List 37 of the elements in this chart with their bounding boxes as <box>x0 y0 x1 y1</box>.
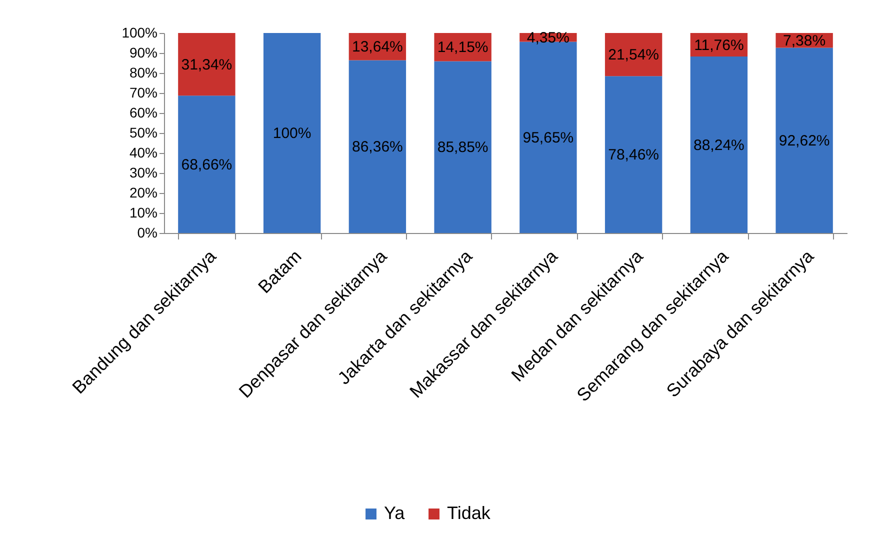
bar <box>434 61 492 233</box>
data-label: 88,24% <box>694 136 744 154</box>
y-tick-label: 30% <box>129 164 158 180</box>
data-label: 7,38% <box>783 32 826 50</box>
data-label: 14,15% <box>437 39 488 56</box>
y-tick-label: 80% <box>129 64 158 80</box>
bar <box>348 60 406 233</box>
data-label: 95,65% <box>522 129 574 146</box>
bar <box>604 76 662 233</box>
y-tick-label: 100% <box>122 24 158 40</box>
legend-label: Tidak <box>447 503 492 523</box>
y-tick-label: 40% <box>129 144 158 160</box>
data-label: 85,85% <box>437 139 488 156</box>
data-label: 68,66% <box>181 156 232 174</box>
y-tick-label: 50% <box>129 124 158 140</box>
data-label: 13,64% <box>352 38 403 56</box>
data-label: 4,35% <box>526 29 570 46</box>
bar <box>178 33 236 96</box>
y-tick-label: 60% <box>129 104 158 120</box>
y-tick-label: 90% <box>129 44 158 60</box>
data-label: 11,76% <box>694 36 744 54</box>
y-tick-label: 0% <box>137 224 158 240</box>
bar <box>178 96 236 233</box>
data-label: 100% <box>272 125 312 142</box>
bar <box>690 56 748 233</box>
data-label: 92,62% <box>778 132 830 150</box>
data-label: 78,46% <box>608 146 659 164</box>
y-tick-label: 70% <box>129 84 158 100</box>
bar <box>263 33 321 233</box>
y-tick-label: 10% <box>129 204 158 220</box>
data-label: 21,54% <box>608 46 659 64</box>
data-label: 86,36% <box>352 138 403 156</box>
bar <box>604 33 662 76</box>
legend-label: Ya <box>384 503 406 523</box>
data-label: 31,34% <box>181 56 232 74</box>
bar <box>776 48 833 233</box>
y-tick-label: 20% <box>129 184 158 200</box>
